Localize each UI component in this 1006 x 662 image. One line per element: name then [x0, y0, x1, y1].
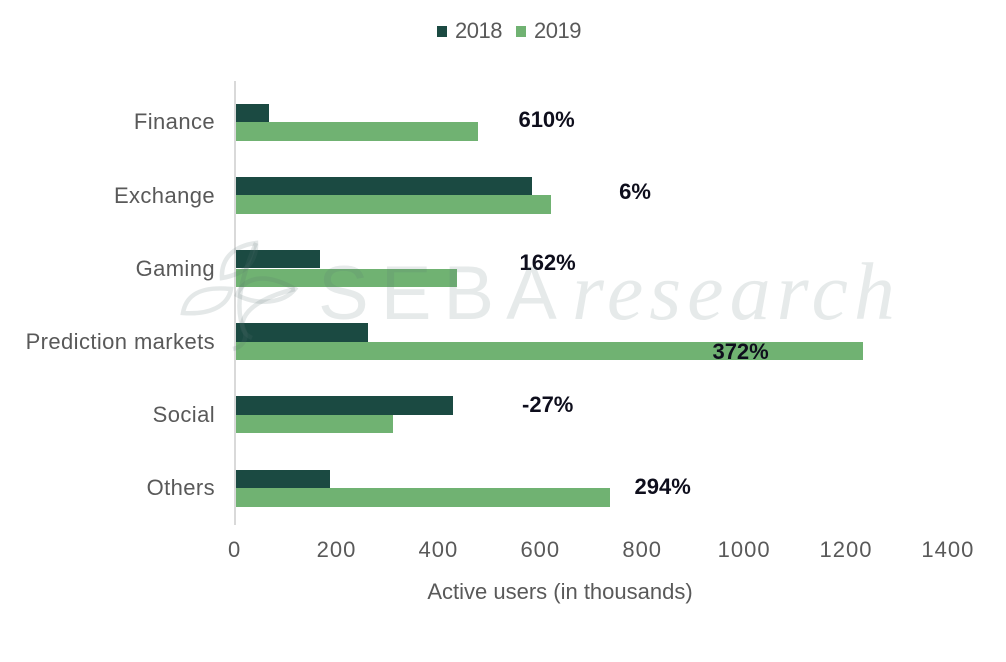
svg-text:research: research: [572, 246, 901, 337]
svg-text:SEBA: SEBA: [318, 251, 569, 336]
